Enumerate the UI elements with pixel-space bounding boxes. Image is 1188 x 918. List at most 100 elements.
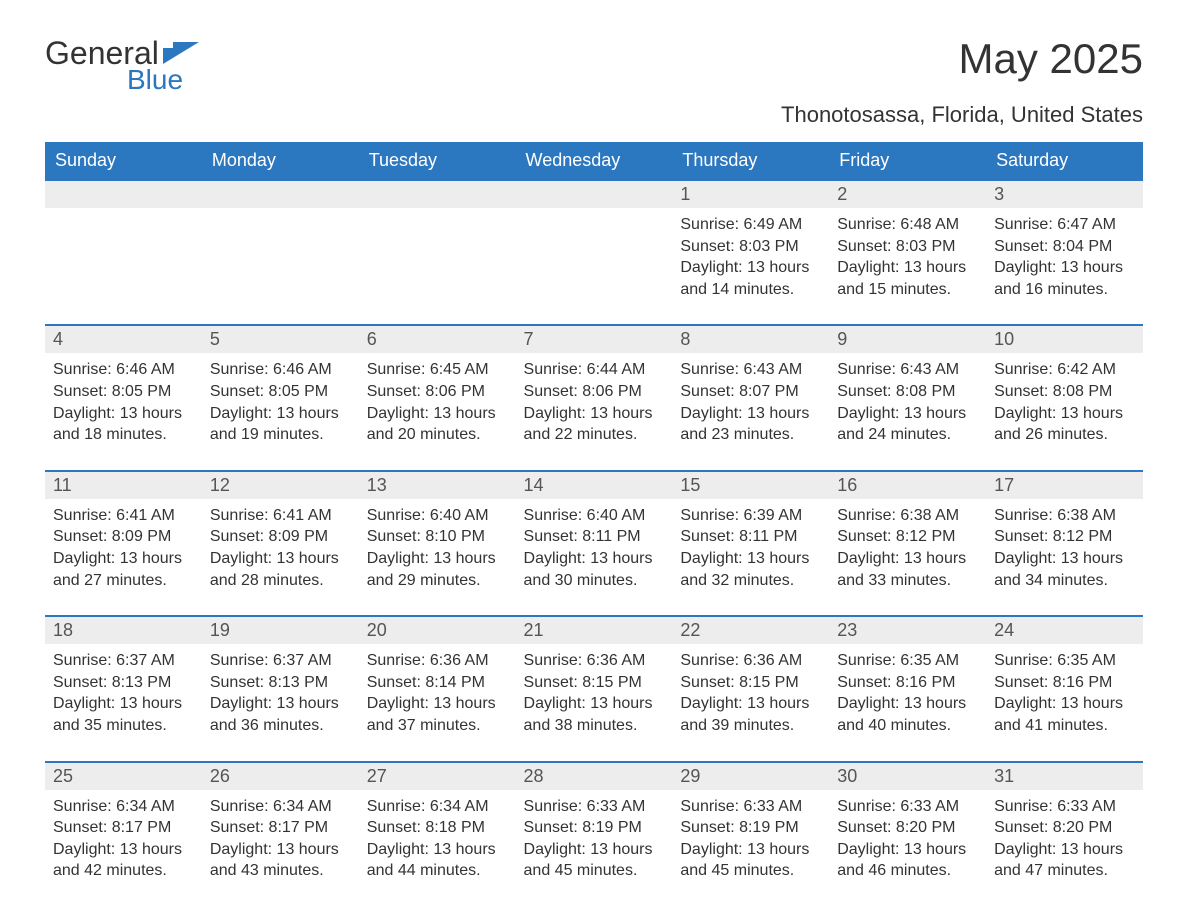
sunrise-line: Sunrise: 6:34 AM [367,796,508,818]
sunset-line: Sunset: 8:06 PM [524,381,665,403]
day-number: 7 [516,326,673,353]
daylight-line-2: and 19 minutes. [210,424,351,446]
daylight-line-2: and 37 minutes. [367,715,508,737]
sunrise-line: Sunrise: 6:49 AM [680,214,821,236]
calendar-cell: 20Sunrise: 6:36 AMSunset: 8:14 PMDayligh… [359,616,516,761]
sunrise-line: Sunrise: 6:35 AM [994,650,1135,672]
day-details: Sunrise: 6:45 AMSunset: 8:06 PMDaylight:… [359,353,516,469]
calendar-cell: 15Sunrise: 6:39 AMSunset: 8:11 PMDayligh… [672,471,829,616]
day-details: Sunrise: 6:33 AMSunset: 8:20 PMDaylight:… [986,790,1143,906]
sunset-line: Sunset: 8:09 PM [210,526,351,548]
calendar-cell: 8Sunrise: 6:43 AMSunset: 8:07 PMDaylight… [672,325,829,470]
day-details: Sunrise: 6:34 AMSunset: 8:18 PMDaylight:… [359,790,516,906]
daylight-line-2: and 45 minutes. [680,860,821,882]
daylight-line-1: Daylight: 13 hours [680,403,821,425]
day-details: Sunrise: 6:46 AMSunset: 8:05 PMDaylight:… [45,353,202,469]
sunset-line: Sunset: 8:06 PM [367,381,508,403]
day-number: 19 [202,617,359,644]
day-details: Sunrise: 6:43 AMSunset: 8:07 PMDaylight:… [672,353,829,469]
day-details: Sunrise: 6:33 AMSunset: 8:19 PMDaylight:… [516,790,673,906]
daylight-line-1: Daylight: 13 hours [53,693,194,715]
page-title: May 2025 [959,35,1143,83]
day-number: 9 [829,326,986,353]
day-number: 17 [986,472,1143,499]
day-number: 23 [829,617,986,644]
daylight-line-2: and 40 minutes. [837,715,978,737]
sunset-line: Sunset: 8:19 PM [524,817,665,839]
sunset-line: Sunset: 8:20 PM [994,817,1135,839]
sunrise-line: Sunrise: 6:46 AM [53,359,194,381]
location-subtitle: Thonotosassa, Florida, United States [45,102,1143,128]
weekday-header: Saturday [986,142,1143,180]
daylight-line-2: and 26 minutes. [994,424,1135,446]
calendar-cell: 31Sunrise: 6:33 AMSunset: 8:20 PMDayligh… [986,762,1143,906]
calendar-cell: 25Sunrise: 6:34 AMSunset: 8:17 PMDayligh… [45,762,202,906]
day-number: 21 [516,617,673,644]
daylight-line-1: Daylight: 13 hours [210,693,351,715]
calendar-cell: 29Sunrise: 6:33 AMSunset: 8:19 PMDayligh… [672,762,829,906]
daylight-line-1: Daylight: 13 hours [367,548,508,570]
daylight-line-2: and 39 minutes. [680,715,821,737]
daylight-line-1: Daylight: 13 hours [524,693,665,715]
calendar-cell: 11Sunrise: 6:41 AMSunset: 8:09 PMDayligh… [45,471,202,616]
calendar-cell: 30Sunrise: 6:33 AMSunset: 8:20 PMDayligh… [829,762,986,906]
daylight-line-2: and 27 minutes. [53,570,194,592]
day-number: 31 [986,763,1143,790]
sunrise-line: Sunrise: 6:37 AM [210,650,351,672]
day-details: Sunrise: 6:41 AMSunset: 8:09 PMDaylight:… [202,499,359,615]
sunset-line: Sunset: 8:19 PM [680,817,821,839]
sunrise-line: Sunrise: 6:33 AM [994,796,1135,818]
daylight-line-1: Daylight: 13 hours [837,839,978,861]
sunrise-line: Sunrise: 6:43 AM [837,359,978,381]
title-block: May 2025 [959,35,1143,83]
calendar-cell: 24Sunrise: 6:35 AMSunset: 8:16 PMDayligh… [986,616,1143,761]
daylight-line-1: Daylight: 13 hours [680,548,821,570]
daylight-line-2: and 32 minutes. [680,570,821,592]
daylight-line-1: Daylight: 13 hours [994,403,1135,425]
calendar-cell: 18Sunrise: 6:37 AMSunset: 8:13 PMDayligh… [45,616,202,761]
calendar-row: 11Sunrise: 6:41 AMSunset: 8:09 PMDayligh… [45,471,1143,616]
calendar-cell: 10Sunrise: 6:42 AMSunset: 8:08 PMDayligh… [986,325,1143,470]
day-number: 14 [516,472,673,499]
calendar-cell [359,180,516,325]
sunrise-line: Sunrise: 6:34 AM [53,796,194,818]
day-number: 10 [986,326,1143,353]
sunrise-line: Sunrise: 6:39 AM [680,505,821,527]
weekday-header-row: Sunday Monday Tuesday Wednesday Thursday… [45,142,1143,180]
sunset-line: Sunset: 8:13 PM [53,672,194,694]
sunset-line: Sunset: 8:05 PM [53,381,194,403]
sunset-line: Sunset: 8:08 PM [837,381,978,403]
day-details: Sunrise: 6:37 AMSunset: 8:13 PMDaylight:… [202,644,359,760]
calendar-cell: 13Sunrise: 6:40 AMSunset: 8:10 PMDayligh… [359,471,516,616]
calendar-cell: 1Sunrise: 6:49 AMSunset: 8:03 PMDaylight… [672,180,829,325]
calendar-cell: 27Sunrise: 6:34 AMSunset: 8:18 PMDayligh… [359,762,516,906]
daylight-line-1: Daylight: 13 hours [837,548,978,570]
sunrise-line: Sunrise: 6:47 AM [994,214,1135,236]
calendar-cell: 14Sunrise: 6:40 AMSunset: 8:11 PMDayligh… [516,471,673,616]
day-number: 13 [359,472,516,499]
sunset-line: Sunset: 8:16 PM [994,672,1135,694]
daylight-line-1: Daylight: 13 hours [994,693,1135,715]
daylight-line-2: and 14 minutes. [680,279,821,301]
sunrise-line: Sunrise: 6:37 AM [53,650,194,672]
sunset-line: Sunset: 8:16 PM [837,672,978,694]
day-details: Sunrise: 6:47 AMSunset: 8:04 PMDaylight:… [986,208,1143,324]
calendar-cell: 4Sunrise: 6:46 AMSunset: 8:05 PMDaylight… [45,325,202,470]
day-number: 26 [202,763,359,790]
sunset-line: Sunset: 8:03 PM [680,236,821,258]
sunset-line: Sunset: 8:11 PM [680,526,821,548]
daylight-line-2: and 23 minutes. [680,424,821,446]
calendar-row: 4Sunrise: 6:46 AMSunset: 8:05 PMDaylight… [45,325,1143,470]
sunrise-line: Sunrise: 6:35 AM [837,650,978,672]
day-number: 27 [359,763,516,790]
sunset-line: Sunset: 8:05 PM [210,381,351,403]
daylight-line-1: Daylight: 13 hours [680,693,821,715]
daylight-line-2: and 15 minutes. [837,279,978,301]
day-details: Sunrise: 6:34 AMSunset: 8:17 PMDaylight:… [202,790,359,906]
sunset-line: Sunset: 8:13 PM [210,672,351,694]
calendar-cell: 2Sunrise: 6:48 AMSunset: 8:03 PMDaylight… [829,180,986,325]
daylight-line-2: and 35 minutes. [53,715,194,737]
daylight-line-2: and 47 minutes. [994,860,1135,882]
daylight-line-1: Daylight: 13 hours [210,403,351,425]
day-number: 11 [45,472,202,499]
